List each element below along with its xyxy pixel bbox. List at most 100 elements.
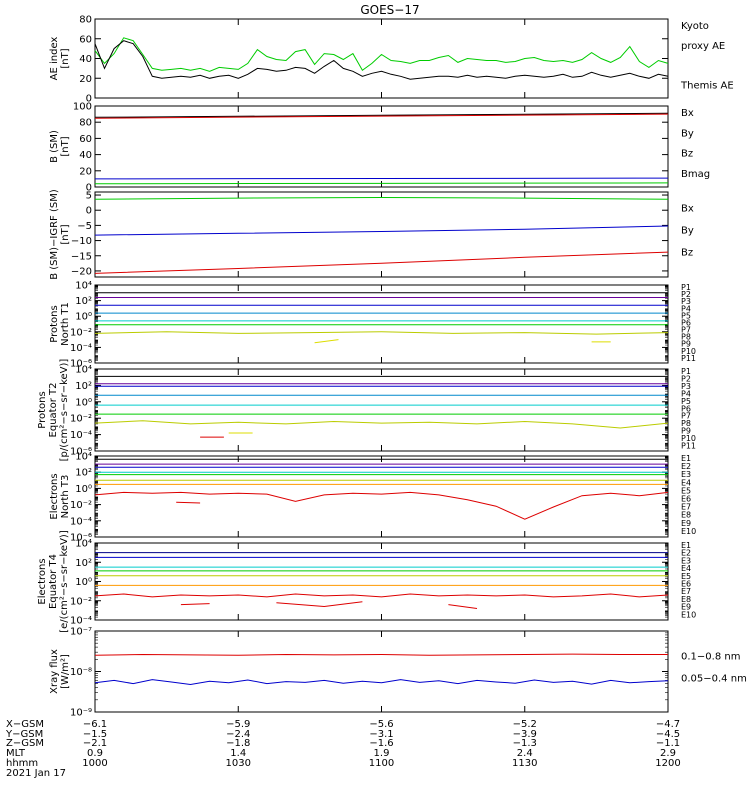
footer-value: −4.5 bbox=[656, 729, 680, 740]
legend-entry: P10 bbox=[681, 434, 696, 443]
footer-row-label: Y−GSM bbox=[5, 729, 43, 740]
legend-entry: E6 bbox=[681, 580, 691, 589]
y-tick-label: 20 bbox=[79, 166, 92, 177]
series-line bbox=[94, 196, 669, 200]
y-tick-label: −15 bbox=[71, 251, 92, 262]
legend-entry: P10 bbox=[681, 347, 696, 356]
footer-ephemeris: X−GSM −6.1 −5.9 −5.6 −5.2 −4.7 Y−GSM −1.5 −2.4 −3… bbox=[5, 719, 681, 779]
footer-value: 1200 bbox=[655, 758, 680, 769]
y-tick-label: 10⁻⁸ bbox=[70, 667, 92, 678]
legend-entry: P9 bbox=[681, 340, 691, 349]
legend-entry: E4 bbox=[681, 564, 691, 573]
y-axis-label: North T1 bbox=[60, 302, 71, 346]
legend-entry: P8 bbox=[681, 333, 691, 342]
y-tick-label: 10⁰ bbox=[75, 397, 92, 408]
legend-entry: P4 bbox=[681, 304, 691, 313]
y-tick-label: 10⁻² bbox=[70, 414, 92, 425]
footer-value: 1000 bbox=[82, 758, 107, 769]
y-tick-label: 10⁻⁹ bbox=[70, 708, 92, 719]
legend-entry: proxy AE bbox=[681, 41, 725, 52]
panel-7: 10⁻⁴ 10⁻² 10⁰ 10² 10⁴ Electrons Equator T4 [e/(… bbox=[37, 530, 696, 633]
y-tick-label: 10⁻⁶ bbox=[70, 359, 92, 370]
footer-value: −6.1 bbox=[83, 719, 107, 730]
y-tick-label: 80 bbox=[79, 15, 92, 26]
legend-entry: E3 bbox=[681, 556, 691, 565]
y-tick-label: 20 bbox=[79, 74, 92, 85]
legend-entry: E10 bbox=[681, 610, 696, 619]
y-tick-label: 10⁻⁶ bbox=[70, 533, 92, 544]
legend-entry: 0.05−0.4 nm bbox=[681, 674, 747, 685]
legend-entry: P2 bbox=[681, 290, 691, 299]
legend-entry: E9 bbox=[681, 603, 691, 612]
y-tick-label: 10⁰ bbox=[75, 577, 92, 588]
y-tick-label: 60 bbox=[79, 34, 92, 45]
series-line bbox=[94, 37, 669, 72]
y-tick-label: 10² bbox=[75, 296, 92, 307]
y-tick-label: 10² bbox=[75, 468, 92, 479]
footer-value: −5.6 bbox=[369, 719, 393, 730]
y-tick-label: 60 bbox=[79, 134, 92, 145]
footer-value: −3.9 bbox=[513, 729, 537, 740]
footer-date: 2021 Jan 17 bbox=[6, 768, 66, 779]
series-line bbox=[94, 653, 668, 656]
legend-entry: E8 bbox=[681, 511, 691, 520]
legend-entry: E2 bbox=[681, 549, 691, 558]
y-tick-label: 10⁴ bbox=[75, 539, 92, 550]
y-axis-label: North T3 bbox=[60, 475, 71, 519]
series-line bbox=[180, 603, 210, 606]
legend-entry: E1 bbox=[681, 454, 691, 463]
y-tick-label: −5 bbox=[77, 221, 92, 232]
legend-entry: P1 bbox=[681, 283, 691, 292]
legend-entry: P7 bbox=[681, 412, 691, 421]
legend-entry: P4 bbox=[681, 389, 691, 398]
y-tick-label: −10 bbox=[71, 236, 92, 247]
legend-entry: P2 bbox=[681, 374, 691, 383]
series-line bbox=[94, 491, 669, 520]
series-line bbox=[94, 40, 669, 80]
y-axis-label: Protons bbox=[37, 391, 48, 428]
chart-title: GOES−17 bbox=[360, 3, 419, 17]
y-tick-label: 10⁻² bbox=[70, 500, 92, 511]
legend-entry: P7 bbox=[681, 326, 691, 335]
legend-entry: E1 bbox=[681, 541, 691, 550]
legend-entry: E7 bbox=[681, 503, 691, 512]
legend-entry: P6 bbox=[681, 404, 691, 413]
y-axis-label: Xray flux bbox=[49, 649, 60, 694]
series-line bbox=[448, 604, 478, 609]
y-axis-label: [nT] bbox=[60, 48, 71, 68]
legend-entry: E4 bbox=[681, 478, 691, 487]
footer-value: −1.3 bbox=[513, 738, 537, 749]
panel-5: 10⁻⁶ 10⁻⁴ 10⁻² 10⁰ 10² 10⁴ Protons Equator T2 [p… bbox=[37, 359, 696, 462]
panel-2: 0 20 40 60 80 100 B (SM) [nT] Bx By Bz Bmag bbox=[49, 102, 710, 194]
y-tick-label: 10⁻⁴ bbox=[70, 430, 92, 441]
y-tick-label: 10⁻² bbox=[70, 596, 92, 607]
y-axis-label: [nT] bbox=[60, 224, 71, 244]
y-axis-label: [p/(cm²−s−sr−keV)] bbox=[59, 359, 70, 462]
footer-row-label: X−GSM bbox=[6, 719, 44, 730]
y-axis-label: Electrons bbox=[49, 473, 60, 519]
y-tick-label: 10⁻⁴ bbox=[70, 343, 92, 354]
y-tick-label: 10⁰ bbox=[75, 484, 92, 495]
legend-entry: By bbox=[681, 128, 694, 139]
series-line bbox=[94, 593, 669, 598]
y-tick-label: −20 bbox=[71, 266, 92, 277]
panel-frame bbox=[94, 368, 669, 452]
footer-value: 0.9 bbox=[87, 748, 103, 759]
y-tick-label: 10⁴ bbox=[75, 365, 92, 376]
footer-value: 1100 bbox=[369, 758, 394, 769]
legend-entry: P3 bbox=[681, 382, 691, 391]
y-tick-label: 0 bbox=[86, 94, 92, 105]
y-tick-label: 10⁻⁷ bbox=[70, 627, 92, 638]
series-line bbox=[94, 420, 669, 429]
legend-entry: E7 bbox=[681, 587, 691, 596]
series-line bbox=[314, 339, 339, 344]
panel-frame bbox=[94, 630, 669, 713]
y-axis-label: B (SM)−IGRF (SM) bbox=[49, 189, 60, 280]
panel-frame bbox=[94, 542, 669, 621]
panel-frame bbox=[94, 105, 669, 188]
y-axis-label: Electrons bbox=[37, 558, 48, 604]
legend-entry: P5 bbox=[681, 311, 691, 320]
series-line bbox=[276, 601, 363, 608]
